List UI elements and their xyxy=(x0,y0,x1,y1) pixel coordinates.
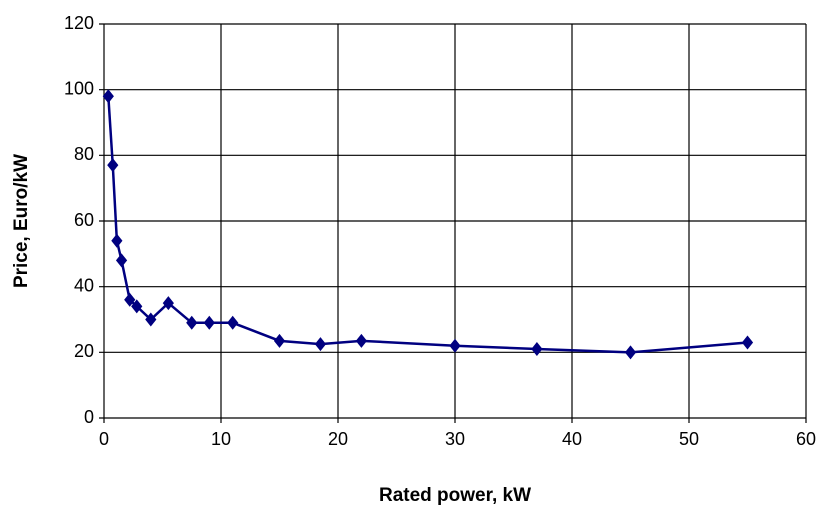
marker xyxy=(531,342,543,357)
y-tick-label: 120 xyxy=(64,13,94,33)
marker xyxy=(203,315,215,330)
x-tick-label: 30 xyxy=(445,429,465,449)
x-tick-label: 0 xyxy=(99,429,109,449)
x-tick-label: 50 xyxy=(679,429,699,449)
x-tick-label: 40 xyxy=(562,429,582,449)
y-axis-title: Price, Euro/kW xyxy=(11,154,32,288)
x-tick-label: 60 xyxy=(796,429,816,449)
marker xyxy=(115,253,128,268)
y-tick-label: 20 xyxy=(74,341,94,361)
marker xyxy=(111,233,123,248)
marker xyxy=(355,333,367,348)
y-tick-label: 40 xyxy=(74,275,94,295)
x-tick-label: 20 xyxy=(328,429,348,449)
marker xyxy=(273,333,286,348)
y-tick-label: 60 xyxy=(74,210,94,230)
marker xyxy=(314,337,327,352)
marker xyxy=(102,89,114,104)
marker xyxy=(449,338,461,353)
marker xyxy=(741,335,754,350)
y-tick-label: 80 xyxy=(74,144,94,164)
marker xyxy=(227,315,239,330)
y-tick-label: 100 xyxy=(64,78,94,98)
line xyxy=(107,96,748,354)
marker xyxy=(131,299,143,314)
marker xyxy=(107,158,119,173)
marker xyxy=(186,315,198,330)
marker xyxy=(624,345,637,360)
marker xyxy=(162,296,174,311)
x-axis-title: Rated power, kW xyxy=(379,485,531,506)
marker xyxy=(124,292,136,307)
y-tick-label: 0 xyxy=(84,407,94,427)
x-tick-label: 10 xyxy=(211,429,231,449)
marker xyxy=(145,312,157,327)
